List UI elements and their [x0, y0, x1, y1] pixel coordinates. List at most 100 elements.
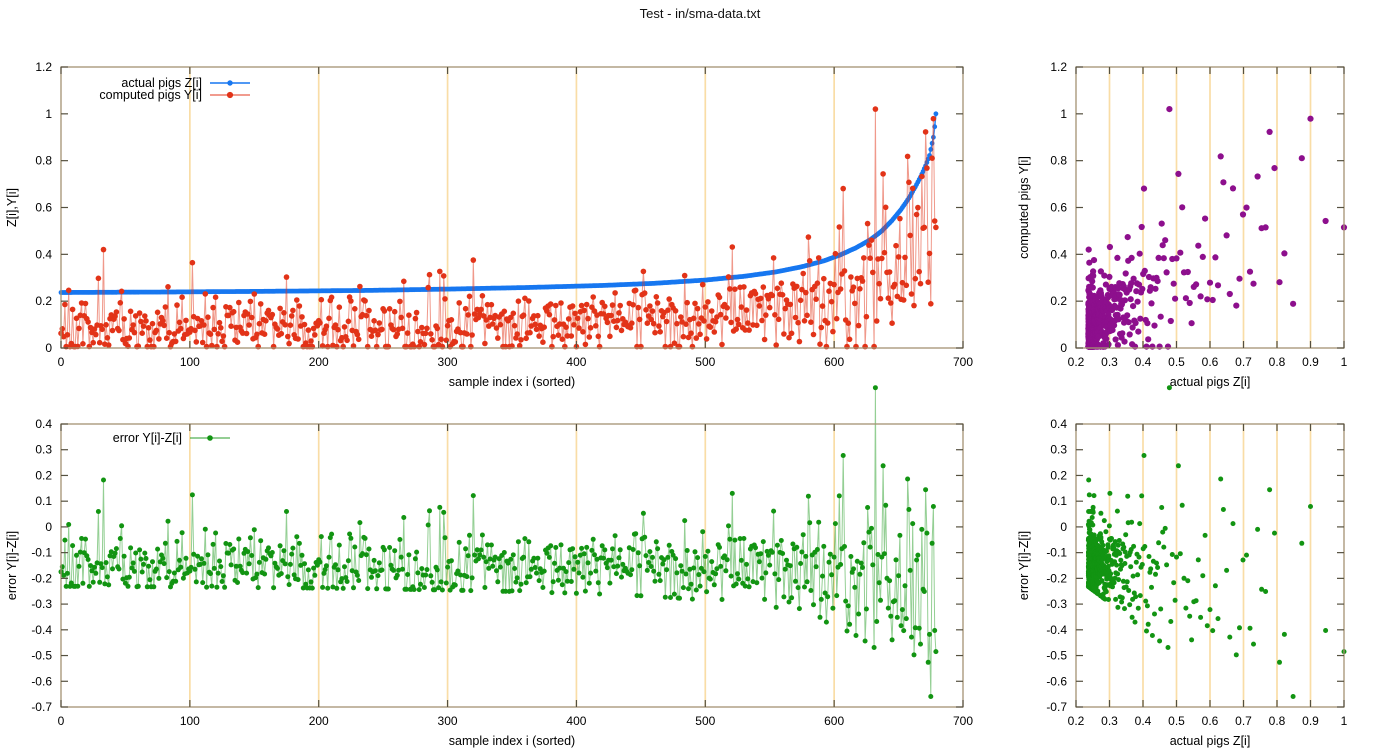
data-point — [847, 621, 853, 627]
data-point — [1239, 211, 1247, 218]
data-point — [179, 530, 185, 536]
data-point — [526, 539, 532, 545]
data-point — [191, 551, 197, 557]
data-point — [902, 254, 908, 261]
data-point — [1148, 566, 1154, 572]
data-point — [547, 301, 554, 307]
data-point — [343, 575, 349, 581]
data-point — [593, 568, 599, 574]
data-point — [1137, 315, 1144, 322]
data-point — [1097, 268, 1104, 275]
data-point — [1106, 273, 1113, 280]
data-point — [1167, 317, 1174, 325]
data-point — [661, 557, 667, 563]
data-point — [366, 307, 372, 314]
data-point — [564, 333, 571, 339]
data-point — [795, 319, 801, 326]
data-point — [558, 542, 564, 548]
data-point — [1087, 527, 1093, 533]
data-point — [930, 115, 937, 122]
data-point — [921, 589, 927, 594]
data-point — [285, 574, 291, 580]
data-point — [513, 579, 519, 585]
data-point — [424, 567, 430, 573]
data-point — [474, 547, 480, 553]
data-point — [107, 553, 113, 559]
data-point — [555, 577, 561, 583]
data-point — [786, 334, 792, 341]
data-point — [566, 560, 572, 566]
data-point — [738, 557, 744, 563]
data-point — [1186, 299, 1193, 307]
data-point — [416, 587, 422, 593]
data-point — [150, 559, 155, 565]
data-point — [825, 594, 831, 600]
data-point — [465, 312, 472, 318]
data-point — [424, 325, 430, 332]
data-point — [290, 307, 296, 314]
data-point — [153, 566, 159, 572]
data-point — [59, 326, 66, 332]
x-tick-label: 600 — [824, 714, 844, 728]
data-point — [1161, 544, 1167, 550]
data-point — [1115, 316, 1122, 323]
data-point — [106, 582, 112, 588]
data-point — [1141, 267, 1148, 274]
data-point — [831, 281, 837, 288]
data-point — [821, 275, 827, 282]
data-point — [294, 534, 300, 540]
data-point — [579, 545, 585, 551]
data-point — [680, 333, 687, 340]
data-point — [143, 556, 149, 561]
data-point — [1090, 509, 1096, 515]
data-point — [246, 322, 252, 328]
data-point — [909, 634, 914, 640]
data-point — [1106, 553, 1112, 559]
data-point — [425, 284, 432, 291]
data-point — [149, 320, 156, 327]
data-point — [628, 572, 633, 578]
data-point — [593, 323, 599, 329]
data-point — [1119, 595, 1125, 601]
data-point — [685, 334, 692, 341]
data-point — [1172, 597, 1178, 603]
data-point — [119, 523, 125, 529]
data-point — [1195, 242, 1202, 249]
data-point — [665, 554, 671, 560]
data-point — [146, 563, 152, 569]
data-point — [924, 165, 930, 171]
data-point — [689, 596, 695, 602]
data-point — [144, 584, 150, 590]
data-point — [701, 318, 707, 324]
data-point — [737, 536, 743, 542]
data-point — [693, 335, 700, 341]
data-point — [135, 583, 141, 589]
data-point — [753, 545, 758, 551]
data-point — [795, 585, 801, 591]
data-point — [654, 300, 661, 306]
data-point — [1170, 280, 1177, 287]
data-point — [151, 584, 157, 590]
data-point — [727, 286, 733, 292]
data-point — [467, 532, 472, 538]
data-point — [878, 597, 883, 603]
data-point — [773, 604, 779, 610]
data-point — [790, 541, 796, 547]
data-point — [586, 334, 593, 340]
data-point — [898, 623, 904, 629]
data-point — [885, 605, 891, 611]
data-point — [162, 540, 168, 546]
data-point — [1229, 185, 1237, 192]
data-point — [147, 577, 153, 583]
data-point — [440, 273, 447, 279]
data-point — [534, 570, 539, 576]
data-point — [480, 313, 487, 319]
data-point — [892, 598, 898, 604]
data-point — [501, 550, 507, 555]
data-point — [298, 562, 304, 568]
data-point — [931, 218, 938, 224]
data-point — [218, 564, 224, 570]
data-point — [163, 335, 170, 342]
data-point — [1204, 623, 1210, 629]
